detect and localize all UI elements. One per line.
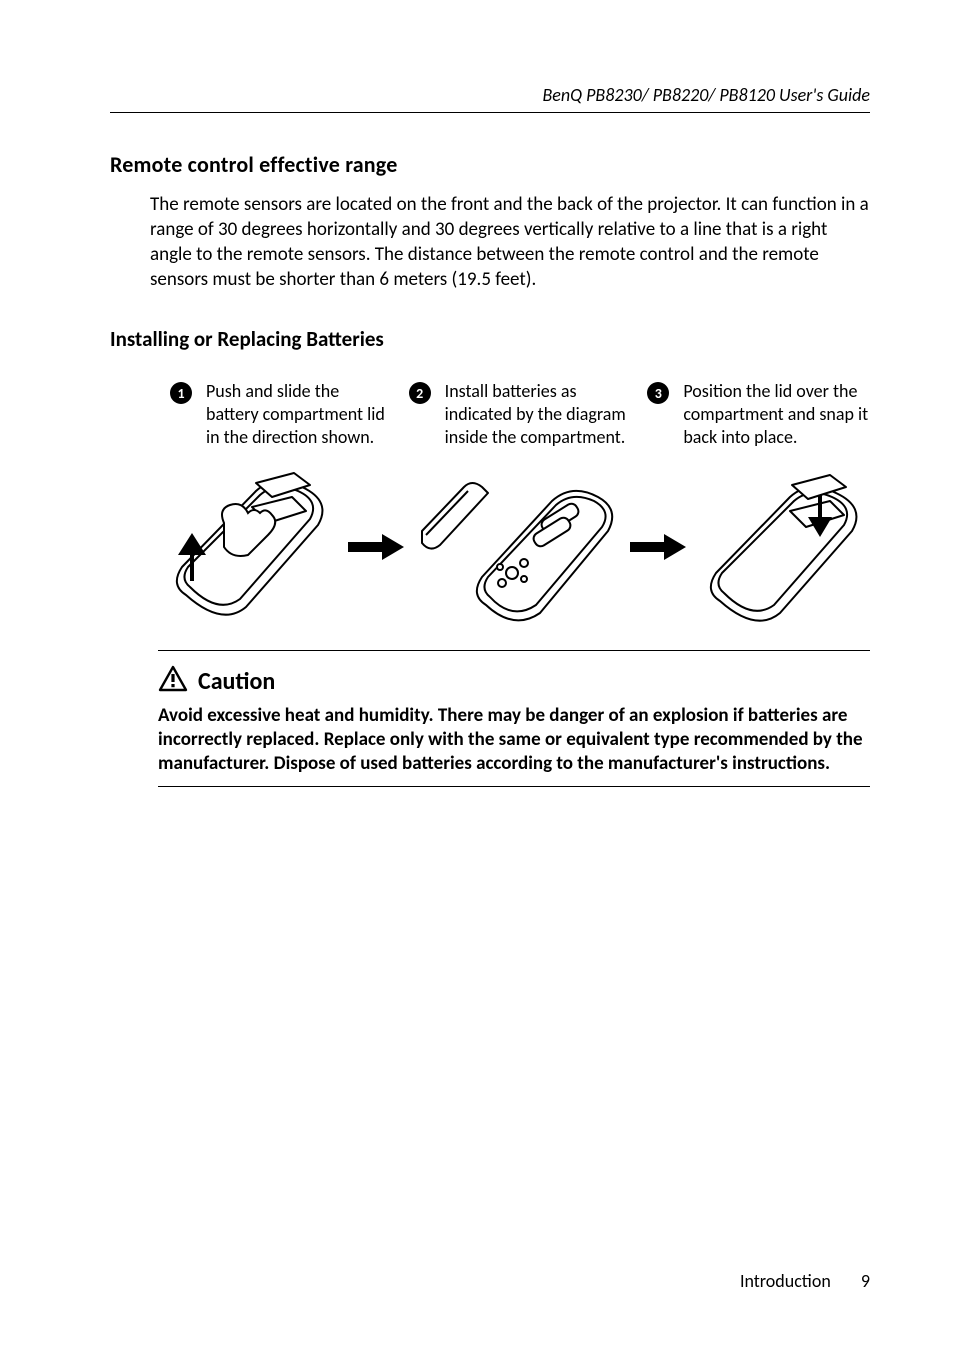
- section-title-range: Remote control effective range: [110, 151, 870, 178]
- illustration-row: [160, 467, 860, 632]
- hr-bottom: [158, 786, 870, 787]
- step-1-text: Push and slide the battery compartment l…: [206, 380, 393, 449]
- step-2-number: 2: [409, 380, 431, 449]
- illus-remove-lid: [160, 467, 340, 632]
- footer-section-label: Introduction: [740, 1270, 831, 1292]
- numbered-circle-icon: 1: [170, 382, 192, 404]
- caution-heading: Caution: [158, 665, 870, 698]
- footer-page-number: 9: [861, 1270, 870, 1292]
- illus-replace-lid: [694, 467, 874, 632]
- step-1: 1 Push and slide the battery compartment…: [170, 380, 393, 449]
- running-header: BenQ PB8230/ PB8220/ PB8120 User's Guide: [110, 84, 870, 113]
- warning-triangle-icon: [158, 665, 188, 698]
- footer: Introduction 9: [740, 1270, 870, 1292]
- section-title-batteries: Installing or Replacing Batteries: [110, 326, 870, 352]
- numbered-circle-icon: 2: [409, 382, 431, 404]
- arrow-right-icon: [630, 532, 686, 567]
- steps-row: 1 Push and slide the battery compartment…: [170, 380, 870, 449]
- caution-title: Caution: [198, 667, 275, 696]
- caution-body: Avoid excessive heat and humidity. There…: [158, 704, 870, 775]
- section-body-range: The remote sensors are located on the fr…: [150, 192, 870, 292]
- page: BenQ PB8230/ PB8220/ PB8120 User's Guide…: [0, 0, 954, 1352]
- hr-top: [158, 650, 870, 651]
- step-3: 3 Position the lid over the compartment …: [647, 380, 870, 449]
- step-1-number: 1: [170, 380, 192, 449]
- arrow-right-icon: [348, 532, 404, 567]
- illus-insert-batteries: [412, 467, 622, 632]
- step-3-number: 3: [647, 380, 669, 449]
- numbered-circle-icon: 3: [647, 382, 669, 404]
- step-2-text: Install batteries as indicated by the di…: [445, 380, 632, 449]
- step-3-text: Position the lid over the compartment an…: [683, 380, 870, 449]
- step-2: 2 Install batteries as indicated by the …: [409, 380, 632, 449]
